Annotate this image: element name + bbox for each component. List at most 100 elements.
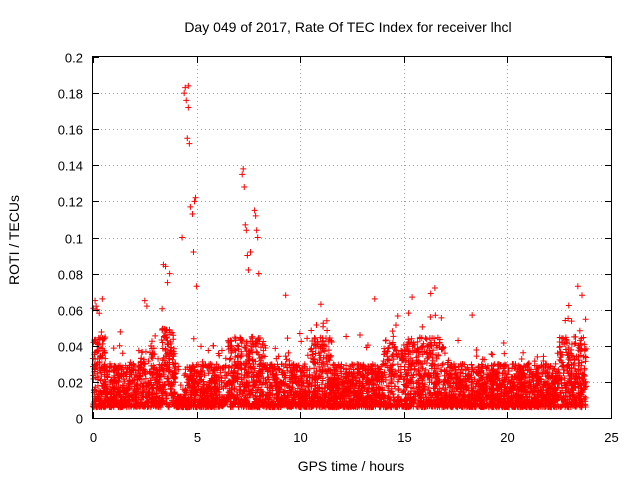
data-point <box>554 350 561 357</box>
data-point <box>119 350 126 357</box>
data-point <box>328 338 335 345</box>
data-point <box>561 375 568 382</box>
data-point <box>232 395 239 402</box>
data-point <box>505 368 512 375</box>
data-point <box>205 393 212 400</box>
data-point <box>159 305 166 312</box>
data-point <box>581 346 588 353</box>
data-point <box>165 375 172 382</box>
data-point <box>252 387 259 394</box>
data-point <box>520 349 527 356</box>
data-point <box>162 395 169 402</box>
data-point <box>389 328 396 335</box>
data-point <box>296 330 303 337</box>
data-point <box>98 328 105 335</box>
data-point <box>284 335 291 342</box>
data-point <box>117 328 124 335</box>
data-point <box>432 375 439 382</box>
data-point <box>565 315 572 322</box>
data-point <box>542 370 549 377</box>
data-point <box>540 353 547 360</box>
data-point <box>298 338 305 345</box>
data-point <box>158 336 165 343</box>
data-point <box>473 347 480 354</box>
data-point <box>317 349 324 356</box>
data-point <box>326 335 333 342</box>
data-point <box>313 322 320 329</box>
data-point <box>571 333 578 340</box>
data-point <box>206 381 213 388</box>
data-point <box>190 335 197 342</box>
data-point <box>476 364 483 371</box>
data-point <box>400 388 407 395</box>
data-point <box>263 404 270 411</box>
data-point <box>441 350 448 357</box>
data-point <box>576 327 583 334</box>
data-point <box>433 355 440 362</box>
data-point <box>520 370 527 377</box>
data-point <box>159 339 166 346</box>
data-point <box>458 366 465 373</box>
data-point <box>304 335 311 342</box>
data-point <box>431 365 438 372</box>
data-point <box>441 379 448 386</box>
data-point <box>286 384 293 391</box>
data-point <box>392 322 399 329</box>
data-point <box>464 364 471 371</box>
data-point <box>420 340 427 347</box>
data-point <box>461 382 468 389</box>
data-point <box>155 355 162 362</box>
data-point <box>488 351 495 358</box>
data-point <box>328 375 335 382</box>
data-point <box>145 358 152 365</box>
data-point <box>415 367 422 374</box>
data-point <box>552 360 559 367</box>
data-point <box>326 357 333 364</box>
data-point <box>581 365 588 372</box>
data-point <box>400 376 407 383</box>
data-point <box>110 345 117 352</box>
data-point <box>440 360 447 367</box>
chart-title: Day 049 of 2017, Rate Of TEC Index for r… <box>184 19 511 35</box>
data-point <box>255 335 262 342</box>
data-point <box>435 362 442 369</box>
data-point <box>205 347 212 354</box>
data-point <box>556 334 563 341</box>
data-point <box>224 400 231 407</box>
data-point <box>515 362 522 369</box>
data-point <box>420 373 427 380</box>
data-point <box>582 394 589 401</box>
data-point <box>343 333 350 340</box>
data-point <box>579 371 586 378</box>
data-point <box>252 358 259 365</box>
data-point <box>168 344 175 351</box>
data-point <box>455 337 462 344</box>
data-point <box>380 351 387 358</box>
data-point <box>473 353 480 360</box>
data-point <box>458 363 465 370</box>
data-point <box>395 385 402 392</box>
data-point <box>357 332 364 339</box>
data-point <box>432 312 439 319</box>
data-point <box>317 354 324 361</box>
data-point <box>231 334 238 341</box>
data-point <box>201 372 208 379</box>
data-point <box>137 365 144 372</box>
data-point <box>556 356 563 363</box>
data-point <box>196 376 203 383</box>
data-point <box>471 376 478 383</box>
data-point <box>101 363 108 370</box>
data-point <box>198 343 205 350</box>
data-point <box>308 327 315 334</box>
data-point <box>577 340 584 347</box>
data-point <box>304 352 311 359</box>
data-point <box>457 391 464 398</box>
data-point <box>240 374 247 381</box>
data-point <box>562 346 569 353</box>
data-point <box>99 340 106 347</box>
data-point <box>501 393 508 400</box>
data-point <box>240 360 247 367</box>
data-point <box>210 342 217 349</box>
data-point <box>308 345 315 352</box>
